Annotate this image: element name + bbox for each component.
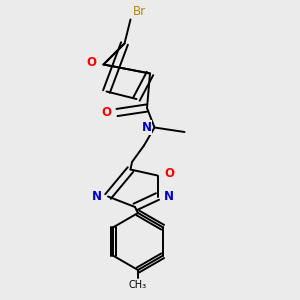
- Text: O: O: [164, 167, 174, 180]
- Text: O: O: [86, 56, 96, 70]
- Text: Br: Br: [133, 5, 146, 18]
- Text: N: N: [142, 121, 152, 134]
- Text: N: N: [164, 190, 174, 203]
- Text: N: N: [92, 190, 101, 203]
- Text: CH₃: CH₃: [129, 280, 147, 290]
- Text: O: O: [102, 106, 112, 119]
